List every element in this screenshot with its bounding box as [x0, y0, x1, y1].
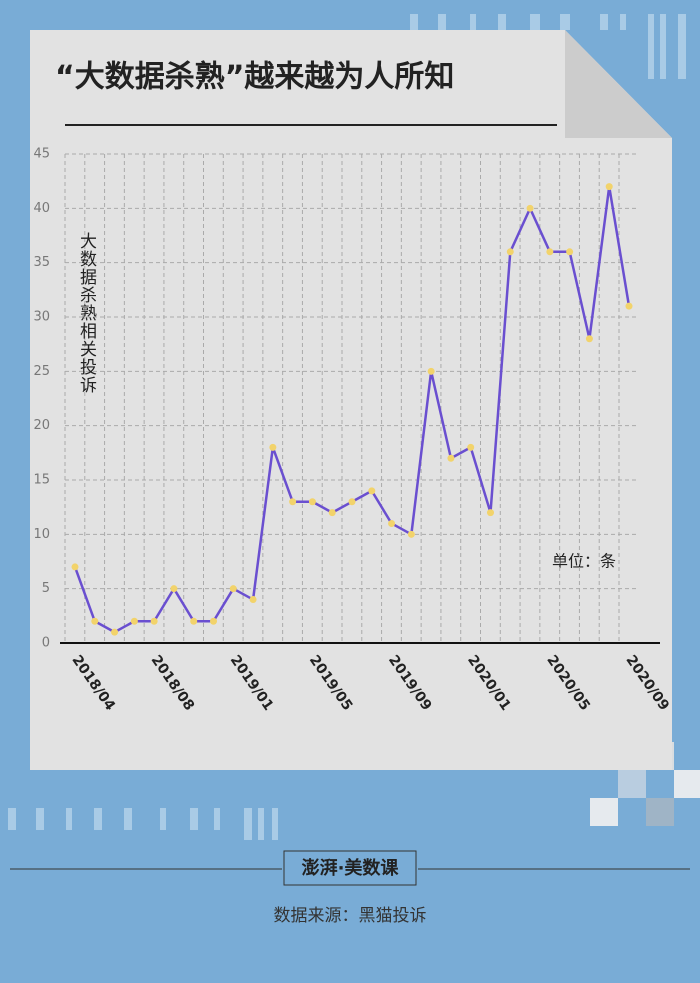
y-tick-label: 40	[33, 201, 50, 216]
source: 数据来源：黑猫投诉	[274, 906, 427, 926]
card	[30, 30, 672, 770]
point	[487, 509, 494, 517]
point	[71, 563, 79, 571]
point	[269, 443, 277, 451]
logo: 澎湃·美数课	[302, 857, 400, 879]
unit-note: 单位：条	[552, 552, 616, 571]
point	[427, 367, 435, 375]
point	[130, 617, 138, 625]
y-tick-label: 35	[33, 255, 50, 270]
point	[546, 248, 554, 256]
y-tick-label: 20	[33, 418, 50, 433]
point	[368, 487, 376, 495]
point	[447, 454, 455, 462]
y-tick-label: 25	[33, 364, 50, 379]
point	[111, 628, 119, 636]
point	[566, 248, 574, 256]
point	[407, 530, 415, 538]
point	[308, 498, 316, 506]
y-tick-label: 30	[33, 310, 50, 325]
point	[170, 585, 178, 593]
point	[150, 617, 158, 625]
point	[526, 204, 534, 212]
point	[91, 617, 99, 625]
point	[388, 519, 396, 527]
y-tick-label: 45	[33, 147, 50, 162]
point	[328, 509, 336, 517]
point	[289, 498, 297, 506]
point	[348, 498, 356, 506]
y-tick-label: 0	[42, 636, 50, 651]
card-fold	[565, 30, 672, 138]
point	[229, 585, 237, 593]
y-tick-label: 5	[42, 581, 50, 596]
point	[625, 302, 633, 310]
y-tick-label: 10	[33, 527, 50, 542]
point	[467, 443, 475, 451]
point	[506, 248, 514, 256]
chart-title: “大数据杀熟”越来越为人所知	[55, 60, 454, 95]
y-tick-label: 15	[33, 473, 50, 488]
point	[585, 335, 593, 343]
point	[210, 617, 217, 625]
point	[605, 183, 613, 191]
point	[190, 617, 198, 625]
logo-box	[283, 850, 417, 886]
y-axis-label: 大数据杀熟相关投诉	[76, 232, 96, 394]
point	[249, 596, 257, 604]
